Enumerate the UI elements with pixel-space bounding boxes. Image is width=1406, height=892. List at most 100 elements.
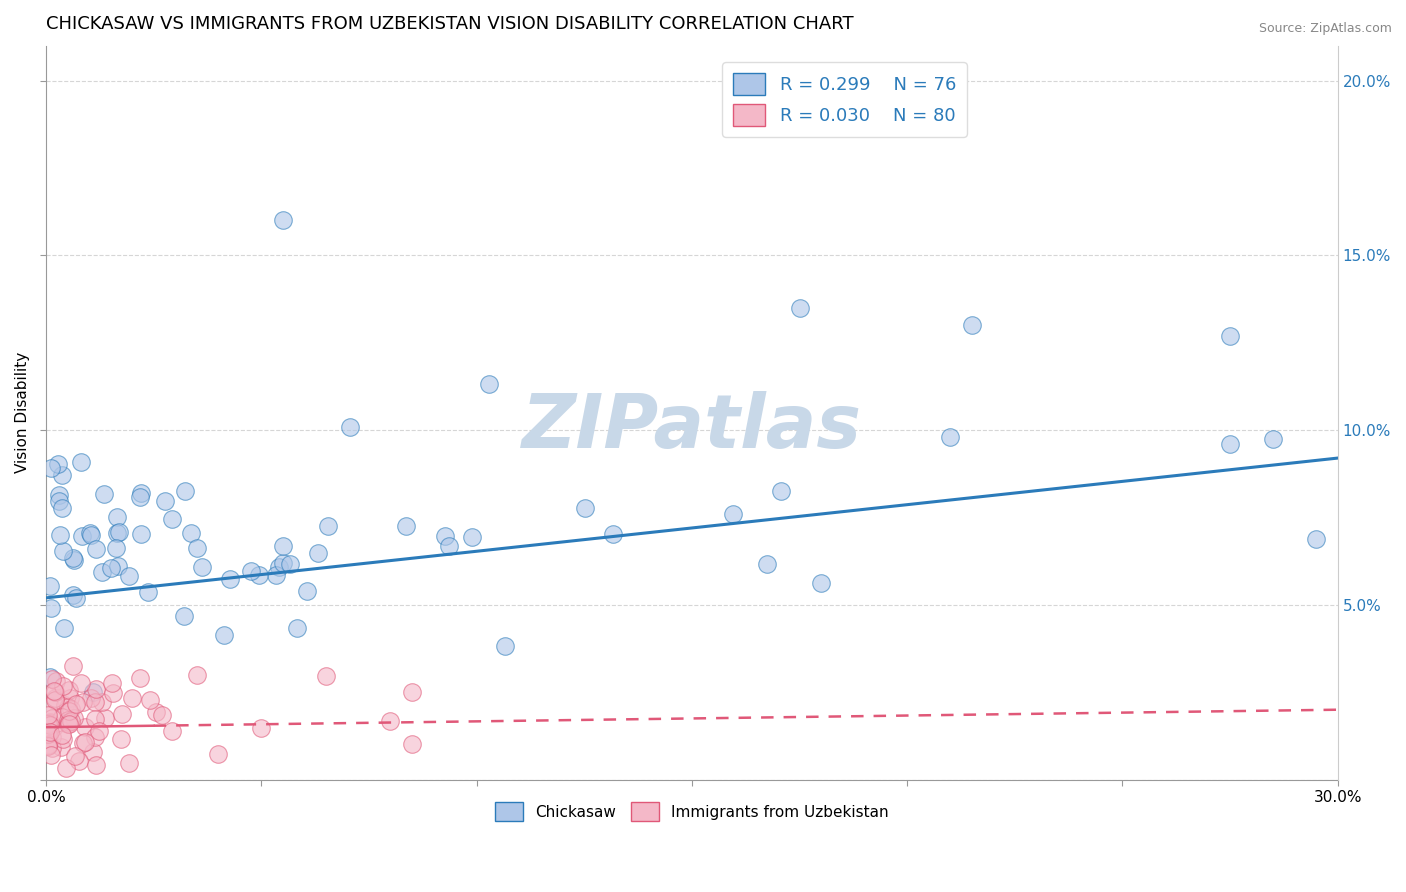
Point: [82, 745, 104, 759]
Point: [129, 671, 152, 685]
Point: [191, 560, 214, 574]
Point: [51, 728, 73, 742]
Point: [271, 213, 294, 227]
Point: [111, 707, 134, 722]
Point: [79, 526, 101, 541]
Point: [52, 544, 75, 558]
Point: [58, 716, 80, 731]
Point: [69, 676, 91, 690]
Point: [38, 718, 60, 732]
Point: [62, 588, 84, 602]
Point: [247, 568, 270, 582]
Point: [84, 681, 107, 696]
Point: [41, 748, 63, 763]
Point: [65, 697, 87, 711]
Point: [271, 539, 294, 553]
Point: [136, 585, 159, 599]
Point: [160, 512, 183, 526]
Point: [160, 724, 183, 739]
Point: [1219, 328, 1241, 343]
Point: [39, 714, 62, 729]
Point: [41, 711, 63, 725]
Point: [39, 669, 62, 683]
Point: [37, 739, 59, 753]
Point: [94, 711, 117, 725]
Point: [394, 519, 416, 533]
Point: [67, 754, 90, 768]
Point: [58, 704, 80, 718]
Y-axis label: Vision Disability: Vision Disability: [15, 352, 30, 474]
Point: [84, 730, 107, 744]
Point: [101, 685, 124, 699]
Point: [49, 528, 72, 542]
Point: [401, 685, 423, 699]
Point: [108, 524, 131, 539]
Point: [810, 575, 832, 590]
Point: [51, 468, 73, 483]
Point: [37, 738, 59, 752]
Point: [51, 739, 73, 754]
Point: [44, 720, 66, 734]
Point: [80, 690, 103, 705]
Point: [118, 569, 141, 583]
Text: ZIPatlas: ZIPatlas: [522, 391, 862, 464]
Point: [63, 711, 86, 725]
Point: [53, 698, 76, 712]
Point: [101, 676, 124, 690]
Point: [52, 679, 75, 693]
Point: [105, 526, 128, 541]
Point: [53, 621, 76, 635]
Point: [131, 486, 153, 500]
Point: [721, 507, 744, 521]
Point: [58, 683, 80, 698]
Point: [56, 713, 79, 727]
Point: [62, 658, 84, 673]
Point: [79, 528, 101, 542]
Point: [105, 509, 128, 524]
Point: [44, 684, 66, 698]
Point: [75, 734, 97, 748]
Point: [121, 690, 143, 705]
Point: [38, 737, 60, 751]
Point: [602, 527, 624, 541]
Text: Source: ZipAtlas.com: Source: ZipAtlas.com: [1258, 22, 1392, 36]
Point: [58, 699, 80, 714]
Point: [150, 708, 173, 723]
Point: [755, 557, 778, 571]
Point: [315, 669, 337, 683]
Point: [63, 749, 86, 764]
Point: [110, 731, 132, 746]
Point: [55, 761, 77, 775]
Point: [70, 454, 93, 468]
Point: [173, 484, 195, 499]
Point: [107, 559, 129, 574]
Point: [939, 429, 962, 443]
Point: [186, 541, 208, 556]
Point: [138, 693, 160, 707]
Point: [461, 530, 484, 544]
Point: [37, 716, 59, 731]
Point: [173, 608, 195, 623]
Point: [207, 747, 229, 761]
Point: [39, 699, 62, 714]
Point: [46, 458, 69, 472]
Point: [104, 541, 127, 555]
Point: [960, 318, 983, 333]
Point: [1305, 532, 1327, 546]
Point: [84, 695, 107, 709]
Point: [84, 713, 107, 727]
Point: [89, 724, 111, 739]
Point: [60, 714, 83, 728]
Point: [118, 756, 141, 770]
Point: [51, 500, 73, 515]
Point: [1219, 437, 1241, 451]
Point: [316, 518, 339, 533]
Point: [339, 419, 361, 434]
Point: [38, 725, 60, 739]
Point: [59, 691, 82, 706]
Point: [278, 557, 301, 571]
Point: [48, 488, 70, 502]
Point: [769, 483, 792, 498]
Point: [789, 301, 811, 315]
Point: [285, 621, 308, 635]
